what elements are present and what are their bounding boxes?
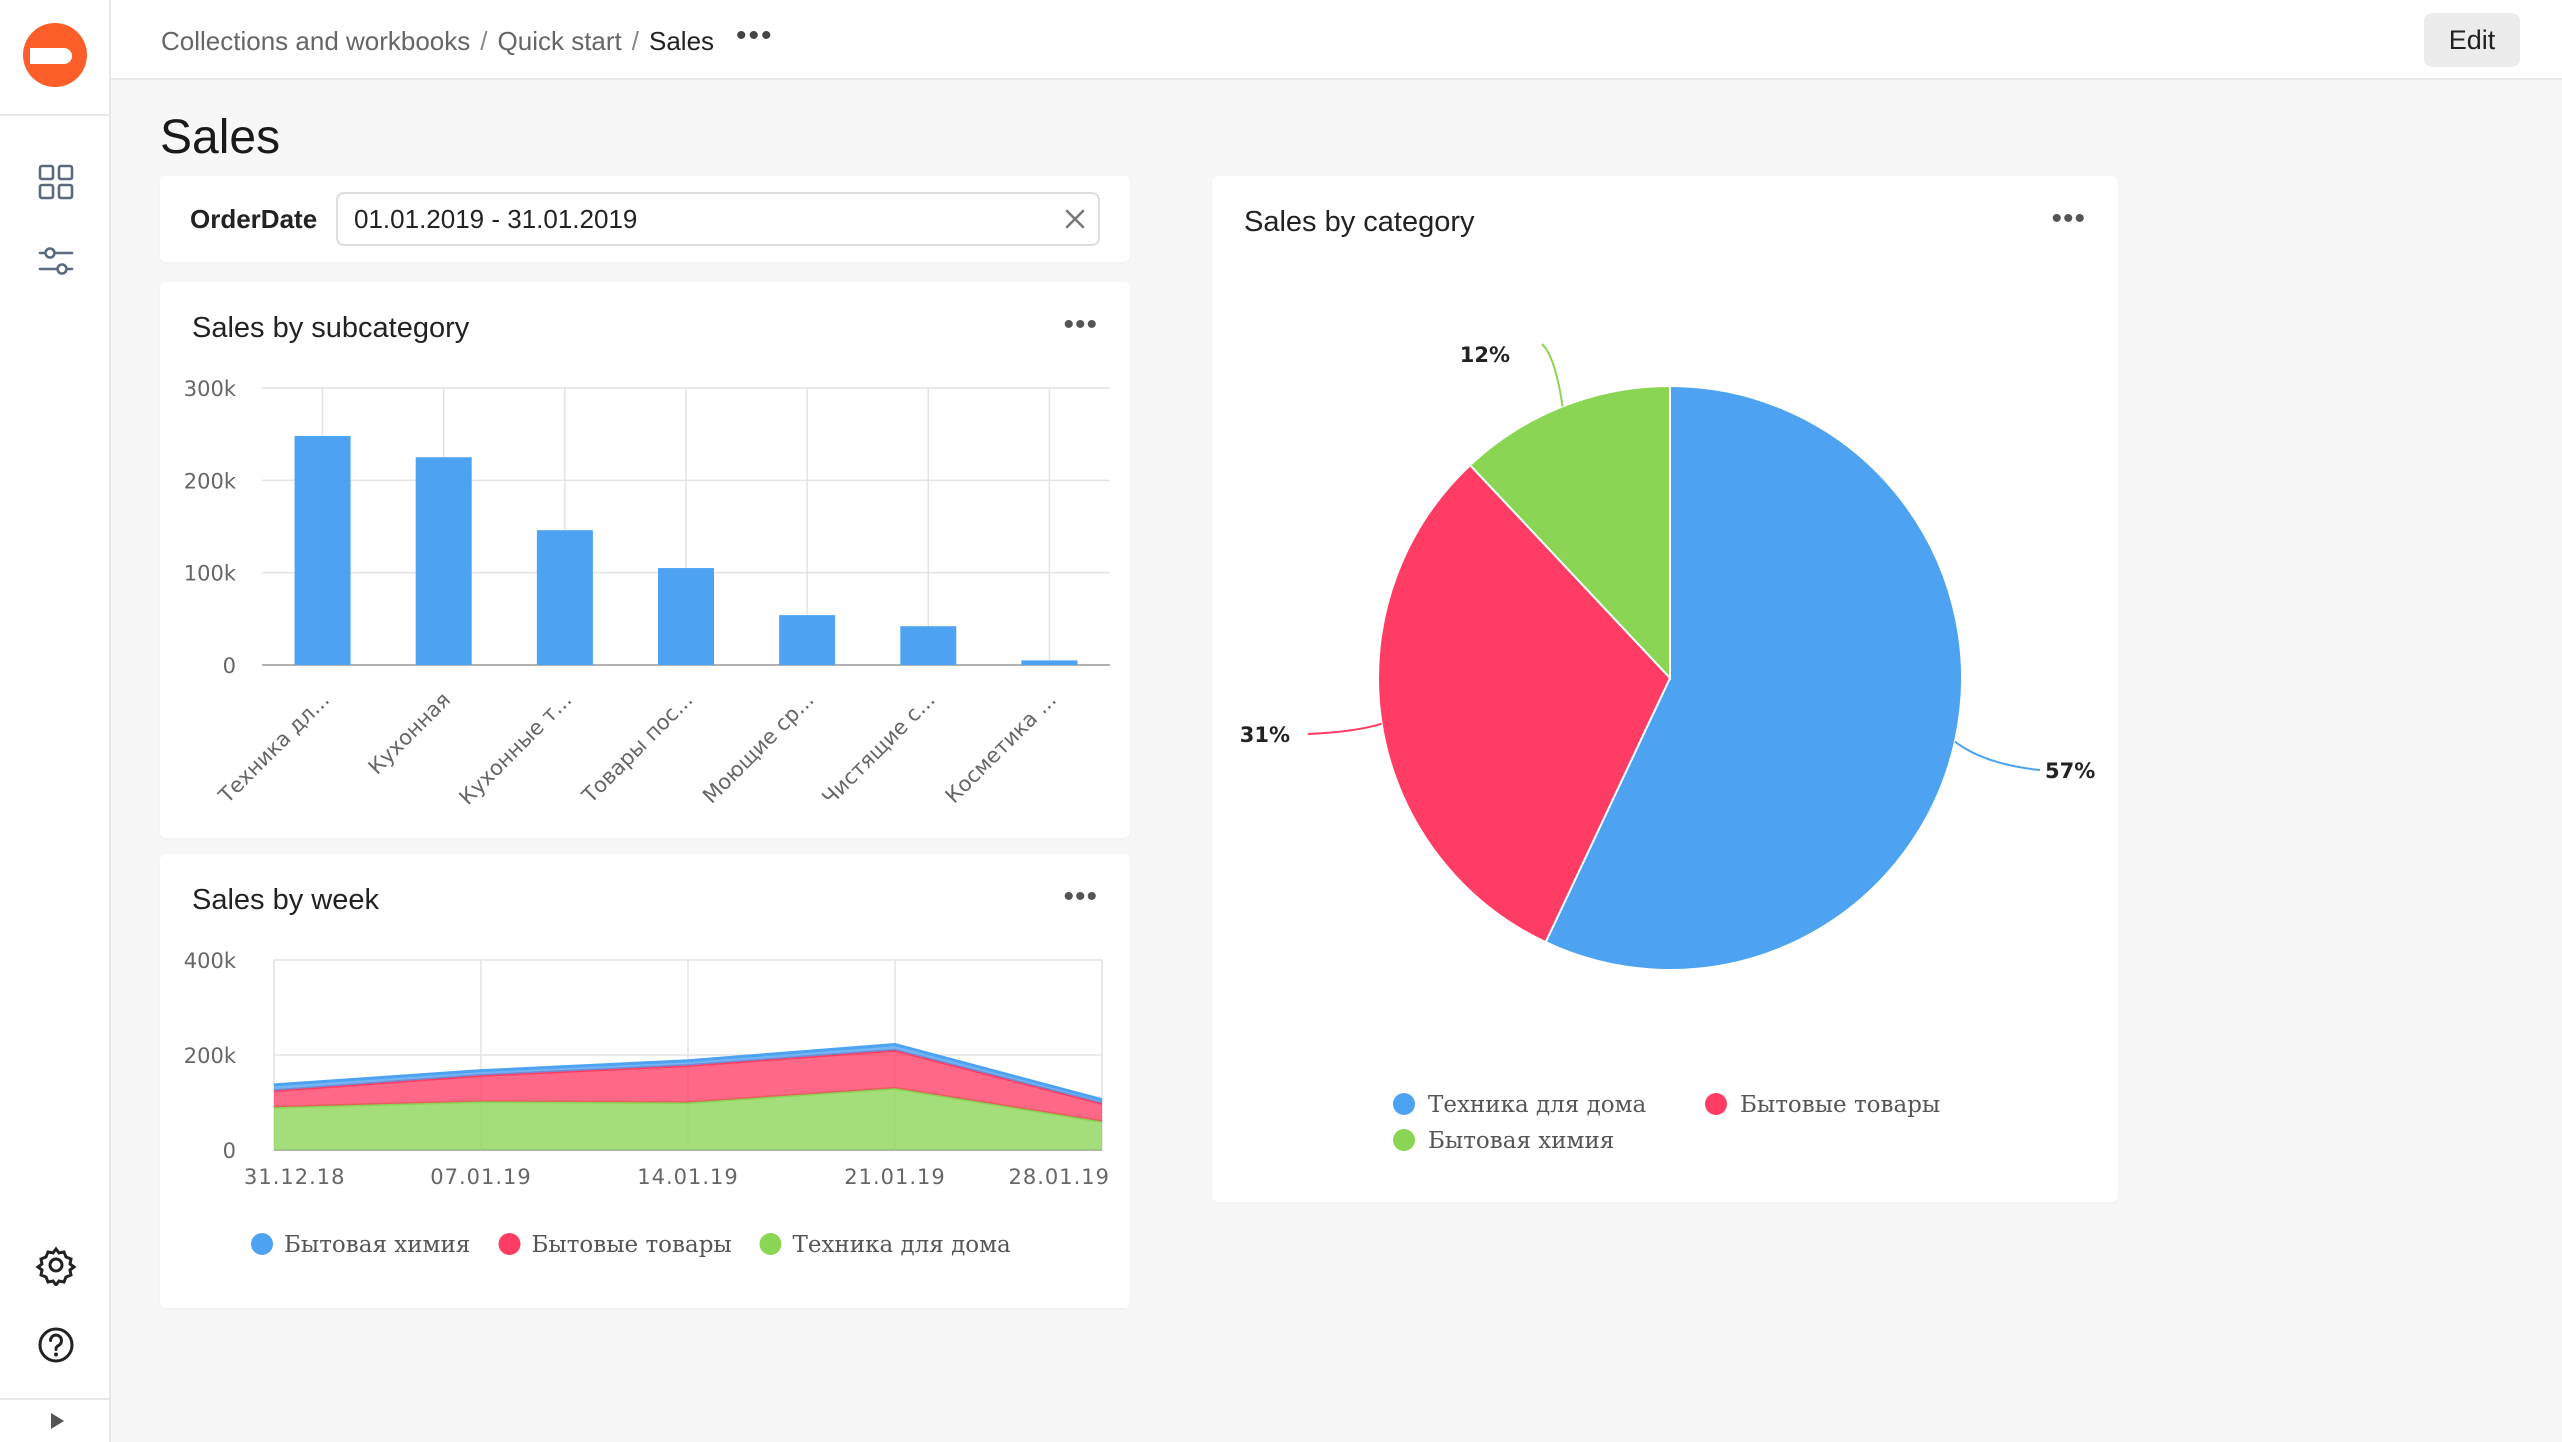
pie-slice	[1377, 463, 1672, 944]
area-series	[274, 1088, 1102, 1150]
x-tick-label: Кухонная	[364, 688, 456, 780]
x-tick-label: Моющие ср...	[698, 688, 819, 809]
legend-label: Бытовая химия	[1428, 1128, 1614, 1154]
top-header: Collections and workbooks / Quick start …	[111, 0, 2562, 80]
week-area-chart: 400k 200k 0 31.12.18 07.01.19 14.01.19 21.01.1…	[184, 949, 1110, 1258]
pie-connector	[1307, 722, 1382, 735]
bar	[658, 568, 714, 665]
breadcrumb-current: Sales	[649, 26, 715, 56]
order-date-input[interactable]: 01.01.2019 - 31.01.2019	[336, 192, 1100, 246]
settings-gear-icon[interactable]	[35, 1244, 77, 1286]
help-icon[interactable]	[35, 1324, 77, 1366]
sidebar-bottom-divider	[0, 1398, 111, 1400]
y-tick-label: 100k	[184, 562, 237, 586]
legend-label: Бытовые товары	[1740, 1092, 1940, 1118]
clear-icon[interactable]	[1060, 204, 1090, 234]
legend-marker	[1393, 1093, 1415, 1115]
legend-label: Техника для дома	[793, 1232, 1011, 1258]
category-panel: Sales by category ••• 57% 31% 12% Техника д…	[1212, 176, 2118, 1202]
breadcrumb-more-button[interactable]: •••	[736, 18, 774, 52]
breadcrumb-collections[interactable]: Collections and workbooks	[161, 26, 471, 56]
subcategory-more-button[interactable]: •••	[1063, 308, 1098, 341]
legend-label: Бытовые товары	[532, 1232, 732, 1258]
bar	[779, 615, 836, 665]
category-pie-chart: 57% 31% 12% Техника для дома Бытовые товары Б…	[1240, 343, 2096, 1154]
collapse-arrow-icon[interactable]	[46, 1410, 68, 1432]
logo-icon[interactable]	[20, 20, 90, 90]
x-tick-label: 31.12.18	[244, 1165, 346, 1189]
subcategory-bar-chart: 300k 200k 100k 0 Техника дл... Кухонная Кухонн…	[184, 377, 1110, 810]
y-tick-label: 200k	[184, 469, 237, 493]
legend-label: Техника для дома	[1428, 1092, 1646, 1118]
y-tick-label: 300k	[184, 377, 237, 401]
breadcrumb-separator: /	[631, 26, 639, 56]
pie-connector	[1954, 740, 2041, 771]
bar	[900, 626, 957, 665]
area-series	[274, 1050, 1102, 1122]
legend-marker	[1393, 1129, 1415, 1151]
x-tick-label: Чистящие с...	[817, 688, 939, 810]
filter-panel: OrderDate 01.01.2019 - 31.01.2019	[160, 176, 1130, 262]
area-series-line	[273, 1043, 1103, 1102]
x-tick-label: 21.01.19	[844, 1165, 946, 1189]
legend-marker	[498, 1233, 521, 1255]
y-tick-label: 0	[223, 1139, 236, 1163]
week-more-button[interactable]: •••	[1063, 880, 1098, 913]
pie-data-label: 57%	[2045, 759, 2095, 783]
x-tick-label: Косметика ...	[941, 688, 1061, 808]
y-tick-label: 400k	[184, 949, 237, 973]
sidebar-divider	[0, 114, 111, 116]
sidebar	[0, 0, 111, 1442]
subcategory-title: Sales by subcategory	[192, 312, 470, 344]
week-panel: Sales by week ••• 400k 200k 0 31.12.18 07.01…	[160, 854, 1130, 1308]
x-tick-label: 14.01.19	[637, 1165, 739, 1189]
bar	[536, 530, 593, 665]
legend-marker	[251, 1233, 273, 1255]
y-tick-label: 200k	[184, 1044, 237, 1068]
y-tick-label: 0	[223, 654, 236, 678]
week-title: Sales by week	[192, 884, 379, 916]
x-tick-label: Товары пос...	[577, 688, 698, 809]
page-title: Sales	[160, 111, 281, 164]
category-title: Sales by category	[1244, 206, 1475, 238]
pie-data-label: 12%	[1460, 343, 1510, 367]
sliders-icon[interactable]	[35, 240, 77, 282]
pie-connector	[1541, 343, 1564, 407]
x-tick-label: 07.01.19	[430, 1165, 532, 1189]
legend-marker	[1705, 1093, 1727, 1115]
x-tick-label: Кухонные т...	[454, 688, 576, 810]
x-tick-label: Техника дл...	[213, 688, 334, 809]
bar	[415, 457, 472, 665]
pie-data-label: 31%	[1240, 723, 1290, 747]
legend-label: Бытовая химия	[284, 1232, 470, 1258]
dashboard-grid-icon[interactable]	[35, 161, 77, 203]
breadcrumb-quick-start[interactable]: Quick start	[497, 26, 622, 56]
subcategory-panel: Sales by subcategory ••• 300k 200k 100k 0 Те…	[160, 282, 1130, 838]
legend-marker	[759, 1233, 782, 1255]
x-tick-label: 28.01.19	[1008, 1165, 1110, 1189]
bar	[294, 436, 351, 665]
bar	[1021, 660, 1078, 665]
category-more-button[interactable]: •••	[2051, 202, 2086, 235]
filter-label: OrderDate	[190, 204, 318, 234]
edit-button[interactable]: Edit	[2424, 13, 2520, 67]
breadcrumb-separator: /	[480, 26, 488, 56]
breadcrumb: Collections and workbooks / Quick start …	[161, 18, 774, 57]
